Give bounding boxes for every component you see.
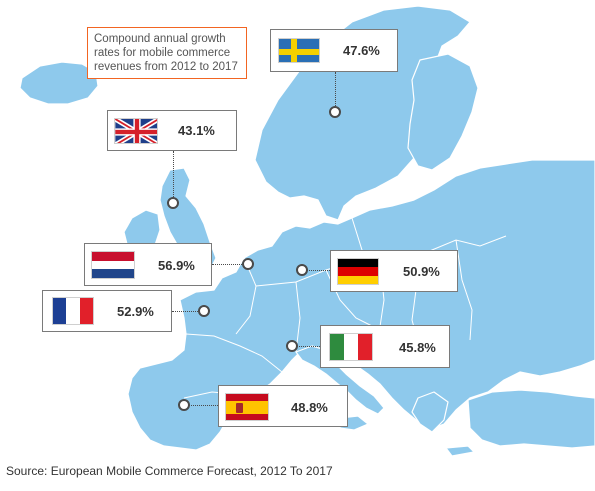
greece-landmass [411, 391, 449, 433]
uk-value: 43.1% [178, 123, 215, 138]
uk-label: 43.1% [107, 110, 237, 151]
italy-leader [294, 346, 320, 347]
netherlands-marker [242, 258, 254, 270]
spain-flag-icon [225, 393, 269, 421]
netherlands-label: 56.9% [84, 243, 212, 286]
chart-title: Compound annual growth rates for mobile … [87, 27, 247, 79]
turkey-landmass [467, 389, 595, 449]
france-label: 52.9% [42, 290, 172, 332]
italy-label: 45.8% [320, 325, 450, 368]
germany-value: 50.9% [403, 264, 440, 279]
sweden-leader [335, 72, 336, 112]
sweden-flag-icon [278, 38, 320, 63]
uk-leader [173, 151, 174, 203]
netherlands-flag-icon [91, 251, 135, 279]
netherlands-value: 56.9% [158, 258, 195, 273]
spain-leader [186, 405, 218, 406]
sweden-marker [329, 106, 341, 118]
germany-flag-icon [337, 258, 379, 285]
iceland-landmass [19, 61, 99, 105]
spain-label: 48.8% [218, 385, 348, 427]
source-note: Source: European Mobile Commerce Forecas… [6, 464, 333, 478]
italy-flag-icon [329, 333, 373, 361]
crete-landmass [445, 445, 475, 457]
france-flag-icon [52, 297, 94, 325]
netherlands-leader [212, 264, 246, 265]
germany-label: 50.9% [330, 250, 458, 292]
finland-landmass [407, 53, 479, 171]
italy-marker [286, 340, 298, 352]
spain-value: 48.8% [291, 400, 328, 415]
sweden-label: 47.6% [270, 29, 398, 72]
spain-marker [178, 399, 190, 411]
france-value: 52.9% [117, 304, 154, 319]
france-marker [198, 305, 210, 317]
uk-flag-icon [114, 118, 158, 144]
spain-coat-of-arms-icon [236, 402, 243, 413]
italy-value: 45.8% [399, 340, 436, 355]
germany-leader [304, 270, 330, 271]
germany-marker [296, 264, 308, 276]
france-leader [172, 311, 202, 312]
sweden-value: 47.6% [343, 43, 380, 58]
uk-marker [167, 197, 179, 209]
